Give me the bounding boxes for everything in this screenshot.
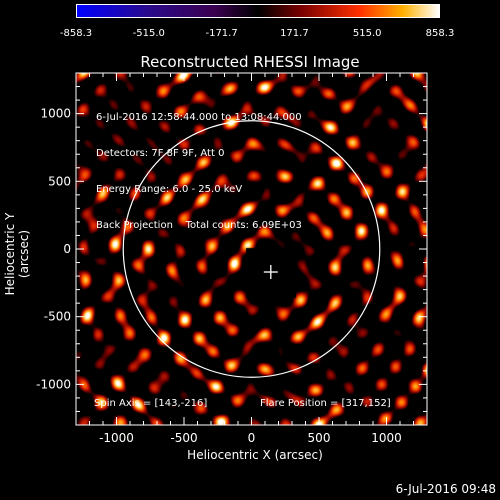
info-line-energy: Energy Range: 6.0 - 25.0 keV <box>96 184 243 195</box>
colorbar <box>76 4 440 18</box>
info-block: 6-Jul-2016 12:58:44.000 to 13:08:44.000 … <box>96 88 302 244</box>
y-tick-label: 0 <box>63 242 71 256</box>
chart-title: Reconstructed RHESSI Image <box>140 53 360 71</box>
info-line-time: 6-Jul-2016 12:58:44.000 to 13:08:44.000 <box>96 112 302 123</box>
info-line-detectors: Detectors: 7F 8F 9F, Att 0 <box>96 148 225 159</box>
y-axis-label: Heliocentric Y (arcsec) <box>3 212 31 296</box>
y-tick-label: 500 <box>48 174 71 188</box>
colorbar-tick-label: 171.7 <box>280 28 309 39</box>
x-tick-label: -500 <box>170 431 197 445</box>
x-tick-label: 500 <box>308 431 331 445</box>
info-line-method: Back Projection Total counts: 6.09E+03 <box>96 220 302 231</box>
colorbar-tick-label: 515.0 <box>352 28 382 39</box>
spin-axis-label: Spin Axis = [143,-216] <box>94 398 208 409</box>
heatmap-image <box>76 73 427 425</box>
colorbar-tick-label: 858.3 <box>425 28 455 39</box>
solar-disk-circle <box>122 120 381 378</box>
colorbar-tick-label: -858.3 <box>59 28 93 39</box>
colorbar-tick-label: -171.7 <box>205 28 238 39</box>
flare-position-label: Flare Position = [317,152] <box>260 398 391 409</box>
x-tick-label: 0 <box>248 431 256 445</box>
x-tick-label: -1000 <box>99 431 134 445</box>
x-axis-label: Heliocentric X (arcsec) <box>187 448 323 462</box>
y-tick-label: 1000 <box>40 107 71 121</box>
y-tick-label: -1000 <box>36 377 71 391</box>
colorbar-tick-label: -515.0 <box>132 28 165 39</box>
footer-timestamp: 6-Jul-2016 09:48 <box>395 482 496 496</box>
x-tick-label: 1000 <box>371 431 402 445</box>
y-tick-label: -500 <box>44 310 71 324</box>
